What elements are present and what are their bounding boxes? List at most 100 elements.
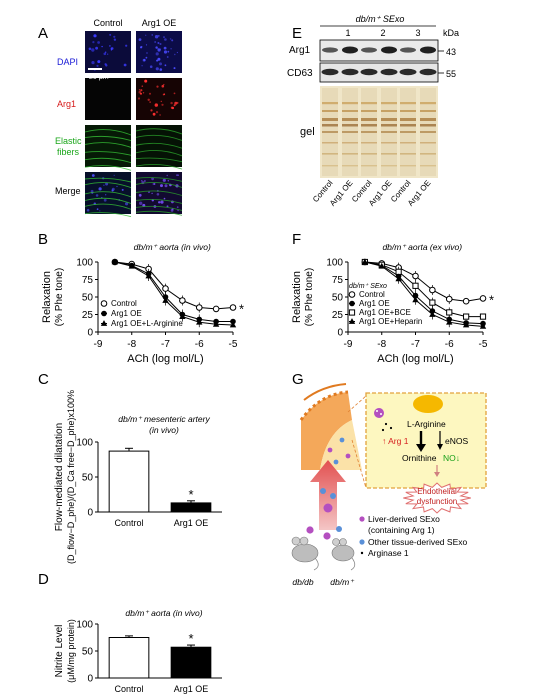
series-arg1-oe-heparin: [361, 258, 487, 329]
x-tick-label: -7: [161, 339, 170, 350]
legend-item: Arg1 OE+L-Arginine: [100, 319, 183, 328]
chart-c: db/m⁺ mesenteric artery(in vivo) 0 50 100 Co…: [54, 390, 222, 564]
legend-liver-exo-note: (containing Arg 1): [368, 525, 435, 535]
y-tick-label: 50: [82, 473, 94, 484]
panel-label-a: A: [38, 25, 48, 42]
chart-d: db/m⁺ aorta (in vivo) 0 50 100 Control Arg1 O…: [54, 608, 222, 694]
row-label-arg1: Arg1: [57, 99, 76, 109]
y-tick-label: 75: [332, 275, 344, 286]
x-tick-label: -9: [94, 339, 103, 350]
image-arg1-arg1-oe: [136, 78, 182, 120]
legend-item: Control: [348, 290, 385, 299]
data-point: [445, 295, 453, 303]
y-tick-label: 25: [82, 310, 94, 321]
bar-arg1-oe: [170, 502, 212, 513]
nucleus: [413, 395, 443, 413]
x-category-label: Control: [114, 684, 143, 694]
data-point: [195, 304, 203, 311]
y-tick-label: 0: [87, 674, 93, 685]
y-tick-label: 0: [87, 328, 93, 339]
y-tick-label: 0: [337, 328, 343, 339]
legend-item: Arg1 OE+Heparin: [348, 317, 422, 326]
bar-arg1-oe: [170, 646, 212, 679]
legend-label: Control: [111, 299, 137, 308]
x-tick-label: -9: [344, 339, 353, 350]
data-point: [446, 309, 453, 316]
dysfunction-label-line2: dysfunction: [417, 497, 457, 506]
lane-number-3: 3: [415, 28, 420, 38]
legend-other-exo: Other tissue-derived SExo: [368, 537, 467, 547]
y-axis-label: Flow-mediated dilatation: [54, 423, 65, 531]
lane-number-1: 1: [345, 28, 350, 38]
x-category-label: Arg1 OE: [174, 684, 209, 694]
data-point: [145, 272, 152, 279]
y-axis-label: Relaxation: [41, 271, 53, 323]
legend-arginase-icon: [360, 551, 364, 555]
legend-label: Arg1 OE+Heparin: [359, 317, 422, 326]
data-point: [412, 282, 419, 289]
data-point: [378, 262, 385, 269]
y-axis-label: Relaxation: [291, 271, 303, 323]
x-category-label: Arg1 OE: [174, 518, 209, 528]
data-point: [162, 285, 169, 292]
kda-label: kDa: [443, 28, 459, 38]
dysfunction-label-line1: Endothelial: [417, 487, 457, 496]
mouse-label-db-m: db/m⁺: [330, 577, 355, 587]
legend-liver-exo: Liver-derived SExo: [368, 514, 440, 524]
significance-star: *: [188, 631, 193, 646]
row-label-elastic: Elastic: [55, 136, 82, 146]
cd63-blot: [319, 62, 439, 83]
chart-title: db/m⁺ aorta (in vivo): [134, 242, 211, 252]
mouse-db-db: [291, 536, 319, 571]
x-tick-label: -5: [229, 339, 238, 350]
y-tick-label: 100: [326, 258, 343, 269]
marker-55: 55: [446, 69, 456, 79]
legend-label: Control: [359, 290, 385, 299]
y-axis-label: (μM/mg protein): [66, 619, 76, 683]
data-point: [429, 286, 436, 294]
blot-label-arg1: Arg1: [289, 45, 311, 56]
data-point: [229, 304, 237, 311]
panel-a: Control Arg1 OE DAPI Arg1 Elastic fibers…: [55, 18, 183, 218]
chart-b: db/m⁺ aorta (in vivo) 0 25 50 75 100 -9 -8 -7 -6 -…: [41, 242, 244, 365]
panel-label-c: C: [38, 371, 49, 388]
y-tick-label: 50: [82, 647, 94, 658]
data-point: [128, 262, 135, 269]
chart-subtitle: (in vivo): [149, 425, 179, 435]
row-label-dapi: DAPI: [57, 57, 78, 67]
series-arg1-oe-bce: [361, 258, 487, 320]
panel-label-f: F: [292, 231, 301, 248]
dysfunction-burst: [403, 482, 471, 514]
legend-arginase: Arginase 1: [368, 548, 409, 558]
legend-other-exo-icon: [359, 539, 365, 545]
chart-title: db/m⁺ aorta (in vivo): [125, 608, 202, 618]
col-header-arg1-oe: Arg1 OE: [142, 18, 177, 28]
x-axis-label: ACh (log mol/L): [377, 353, 453, 365]
panel-label-d: D: [38, 571, 49, 588]
panel-e: db/m⁺ SExo 1 2 3 kDa Arg1 CD63 gel 43 55…: [287, 14, 459, 208]
significance-star: *: [188, 487, 193, 502]
y-axis-label: (% Phe tone): [304, 268, 315, 326]
y-tick-label: 0: [87, 508, 93, 519]
y-tick-label: 100: [76, 438, 93, 449]
data-point: [463, 313, 470, 320]
y-tick-label: 75: [82, 275, 94, 286]
y-axis-label: Nitrite Level: [54, 625, 65, 678]
data-point: [179, 297, 186, 304]
gel-label: gel: [300, 126, 315, 138]
data-point: [412, 272, 419, 280]
data-point: [230, 318, 236, 325]
data-point: [479, 313, 487, 320]
mouse-label-db-db: db/db: [292, 577, 314, 587]
y-tick-label: 100: [76, 620, 93, 631]
col-header-control: Control: [93, 18, 122, 28]
data-point: [179, 313, 186, 319]
data-point: [429, 311, 436, 317]
data-point: [446, 318, 453, 325]
significance-star: *: [489, 292, 494, 307]
legend-item: Arg1 OE: [101, 309, 142, 318]
secretion-arrow: [310, 460, 346, 530]
x-tick-label: -6: [195, 339, 204, 350]
enos-label: eNOS: [445, 436, 468, 446]
